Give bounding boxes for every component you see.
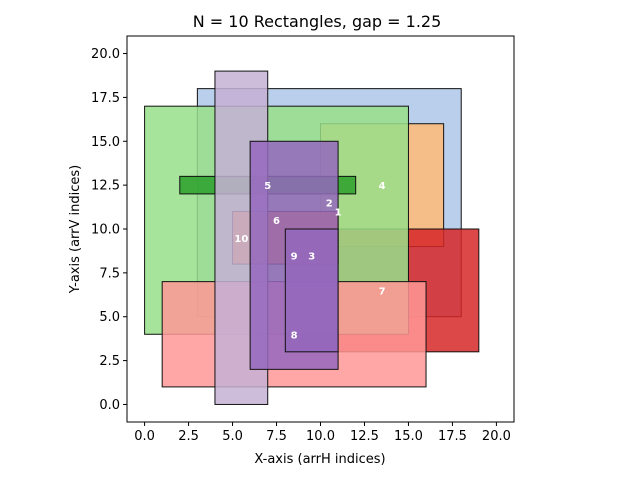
rectangle-label-5: 5 [264, 181, 271, 192]
rectangle-label-4: 4 [379, 181, 386, 192]
y-tick-label: 5.0 [99, 310, 120, 325]
rectangle-label-6: 6 [273, 216, 280, 227]
x-tick-label: 5.0 [222, 429, 243, 444]
y-tick-label: 10.0 [91, 223, 120, 238]
y-axis: 0.0 2.5 5.0 7.5 10.0 12.5 15.0 17.5 20.0 [91, 47, 127, 413]
x-axis-label: X-axis (arrH indices) [254, 452, 385, 467]
x-tick-label: 15.0 [394, 429, 423, 444]
x-tick-label: 0.0 [134, 429, 155, 444]
rectangle-label-3: 3 [308, 251, 315, 262]
rectangles-layer [144, 70, 480, 405]
rectangle-label-9: 9 [291, 251, 298, 262]
rectangle-label-1: 1 [335, 207, 342, 218]
rectangle-label-8: 8 [291, 330, 298, 341]
y-tick-label: 20.0 [91, 47, 120, 62]
y-tick-label: 7.5 [99, 266, 120, 281]
rectangle-labels-layer: 1 4 3 2 5 7 8 10 6 9 [234, 181, 385, 341]
rectangle-label-7: 7 [379, 286, 386, 297]
y-tick-label: 0.0 [99, 398, 120, 413]
plot-area: 1 4 3 2 5 7 8 10 6 9 [126, 35, 515, 423]
y-tick-label: 17.5 [91, 91, 120, 106]
rectangle-label-2: 2 [326, 199, 333, 210]
x-tick-label: 2.5 [178, 429, 199, 444]
x-tick-label: 12.5 [350, 429, 379, 444]
x-tick-label: 17.5 [438, 429, 467, 444]
chart-title: N = 10 Rectangles, gap = 1.25 [193, 12, 442, 31]
y-axis-label: Y-axis (arrV indices) [68, 165, 83, 295]
x-tick-label: 7.5 [266, 429, 287, 444]
x-tick-label: 10.0 [306, 429, 335, 444]
x-tick-label: 20.0 [482, 429, 511, 444]
y-tick-label: 2.5 [99, 354, 120, 369]
rectangle-9 [284, 228, 339, 353]
y-tick-label: 12.5 [91, 179, 120, 194]
x-axis: 0.0 2.5 5.0 7.5 10.0 12.5 15.0 17.5 20.0 [134, 422, 511, 444]
rectangle-label-10: 10 [234, 234, 248, 245]
y-tick-label: 15.0 [91, 135, 120, 150]
